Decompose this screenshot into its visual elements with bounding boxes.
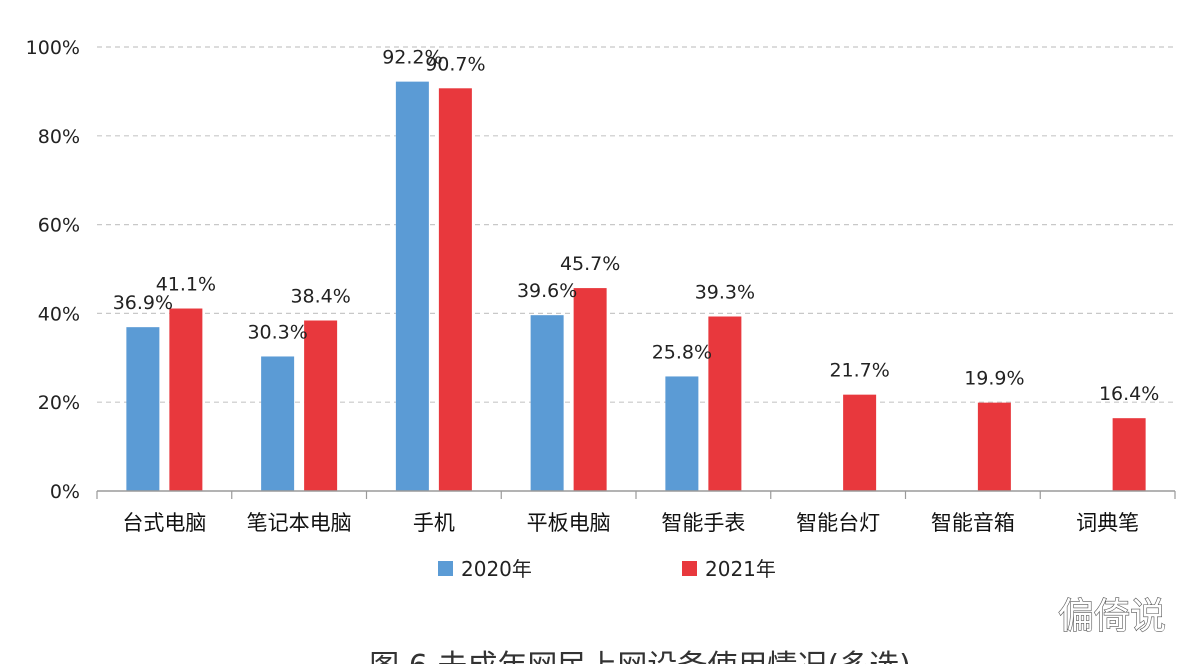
bar xyxy=(573,288,607,491)
data-label: 25.8% xyxy=(652,341,712,363)
bar xyxy=(126,327,160,491)
x-category-label: 台式电脑 xyxy=(122,511,206,535)
legend-label: 2021年 xyxy=(705,557,776,581)
bar xyxy=(1112,418,1146,491)
y-tick-label: 40% xyxy=(38,303,80,325)
bar xyxy=(977,402,1011,491)
gridlines xyxy=(97,46,1175,403)
bar xyxy=(395,81,429,491)
data-label: 38.4% xyxy=(290,286,350,308)
x-category-label: 智能音箱 xyxy=(931,511,1015,535)
data-label: 92.2% xyxy=(382,47,442,69)
legend-swatch xyxy=(438,561,453,576)
x-category-label: 笔记本电脑 xyxy=(247,511,352,535)
x-category-label: 智能手表 xyxy=(661,511,745,535)
y-tick-label: 0% xyxy=(50,481,80,503)
data-label: 45.7% xyxy=(560,253,620,275)
bar xyxy=(169,308,203,491)
y-tick-label: 60% xyxy=(38,215,80,237)
y-tick-label: 100% xyxy=(26,37,80,59)
x-category-label: 词典笔 xyxy=(1076,511,1139,535)
data-labels: 36.9%41.1% 30.3% 38.4% 92.2%90.7% 39.6% 45.7%… xyxy=(113,47,1160,406)
data-label: 36.9% xyxy=(113,292,173,314)
legend-swatch xyxy=(682,561,697,576)
figure-caption: 图 6 未成年网民上网设备使用情况(多选) xyxy=(369,649,911,664)
x-category-label: 手机 xyxy=(413,511,455,535)
data-label: 41.1% xyxy=(156,274,216,296)
bar xyxy=(708,316,742,491)
bar xyxy=(843,394,877,491)
data-label: 30.3% xyxy=(247,321,307,343)
legend: 2020年 2021年 xyxy=(438,557,776,581)
watermark-text: 偏倚说 xyxy=(1058,596,1166,637)
bars xyxy=(126,81,1146,492)
data-label: 39.6% xyxy=(517,280,577,302)
data-label: 19.9% xyxy=(964,368,1024,390)
data-label: 39.3% xyxy=(695,282,755,304)
bar xyxy=(438,88,472,492)
y-tick-label: 80% xyxy=(38,126,80,148)
bar xyxy=(530,315,564,491)
x-category-label: 平板电脑 xyxy=(527,511,611,535)
data-label: 21.7% xyxy=(829,360,889,382)
x-axis: 台式电脑 笔记本电脑 手机 平板电脑 智能手表 智能台灯 智能音箱 词典笔 xyxy=(96,490,1176,535)
data-label: 16.4% xyxy=(1099,383,1159,405)
bar xyxy=(665,376,699,491)
data-label: 90.7% xyxy=(425,53,485,75)
y-axis: 0% 20% 40% 60% 80% 100% xyxy=(26,37,80,503)
x-category-label: 智能台灯 xyxy=(796,511,880,535)
y-tick-label: 20% xyxy=(38,392,80,414)
bar xyxy=(261,356,295,491)
bar xyxy=(304,320,338,491)
legend-label: 2020年 xyxy=(461,557,532,581)
